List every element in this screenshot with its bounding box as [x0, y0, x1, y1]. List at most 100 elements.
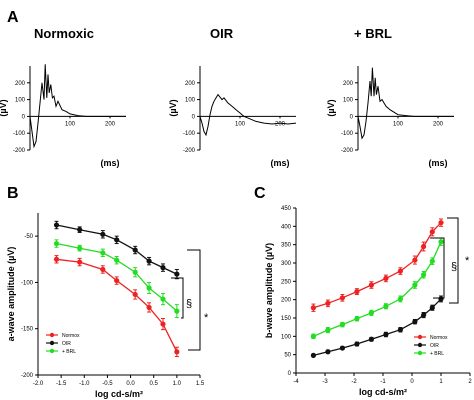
- chart-b-legend-marker-brl: [49, 348, 55, 354]
- chart-c-point-brl: [325, 327, 331, 333]
- chart-c-point-normox: [429, 229, 435, 235]
- trace-x-label-normoxic: (ms): [100, 158, 119, 168]
- chart-c-point-normox: [310, 305, 316, 311]
- chart-c-point-oir: [339, 345, 345, 351]
- chart-c-point-oir: [397, 327, 403, 333]
- chart-c-y-tick-label: 50: [284, 353, 291, 359]
- chart-b-legend-label-brl: + BRL: [62, 349, 76, 355]
- chart-c-y-tick-label: 100: [281, 334, 292, 340]
- trace-title-normoxic: Normoxic: [34, 26, 94, 41]
- chart-b-y-tick-label: -50: [24, 234, 33, 240]
- trace-title-oir: OIR: [210, 26, 234, 41]
- chart-b-point-normox: [174, 349, 180, 355]
- chart-b-x-tick-label: -2.0: [33, 381, 44, 387]
- chart-c-x-tick-label: 1: [439, 379, 443, 385]
- chart-c-x-label: log cd-s/m²: [359, 387, 407, 397]
- chart-c-point-brl: [397, 296, 403, 302]
- chart-b-point-oir: [174, 271, 180, 277]
- chart-c-legend-marker-brl: [417, 350, 423, 356]
- chart-c-y-tick-label: 150: [281, 316, 292, 322]
- chart-b-x-label: log cd-s/m²: [95, 389, 143, 399]
- chart-b-y-tick-label: -150: [21, 327, 34, 333]
- trace-y-tick-label-oir: 0: [192, 114, 196, 120]
- chart-b-point-oir: [146, 258, 152, 264]
- chart-b-point-brl: [77, 245, 83, 251]
- chart-b-point-oir: [77, 227, 83, 233]
- chart-c-legend-marker-oir: [417, 342, 423, 348]
- chart-c-point-oir: [429, 305, 435, 311]
- trace-x-tick-label-normoxic: 100: [65, 121, 76, 127]
- chart-c-point-normox: [421, 243, 427, 250]
- trace-y-tick-label-brl: -100: [341, 131, 354, 137]
- chart-c-x-tick-label: 0: [410, 379, 414, 385]
- chart-c-y-tick-label: 450: [281, 206, 292, 212]
- chart-c-y-tick-label: 200: [281, 298, 292, 304]
- annotation-star-b: *: [204, 312, 209, 324]
- chart-b-point-brl: [132, 269, 138, 275]
- chart-c-point-brl: [383, 303, 389, 309]
- chart-c-line-oir: [313, 298, 442, 357]
- chart-c-point-normox: [438, 220, 444, 226]
- chart-c-y-tick-label: 300: [281, 261, 292, 267]
- chart-c-point-brl: [310, 333, 316, 339]
- chart-b-line-oir: [56, 224, 178, 275]
- chart-c-point-oir: [438, 296, 444, 302]
- chart-c-point-normox: [383, 275, 389, 281]
- chart-b-bracket-section: [171, 277, 184, 319]
- erg-trace-oir: [199, 93, 297, 137]
- chart-c-x-tick-label: -3: [322, 379, 328, 385]
- chart-b-point-normox: [77, 259, 83, 265]
- trace-y-tick-label-normoxic: -100: [13, 131, 26, 137]
- trace-y-tick-label-brl: 0: [350, 114, 354, 120]
- chart-b-x-tick-label: 1.5: [196, 381, 205, 387]
- chart-c-point-normox: [325, 300, 331, 306]
- chart-b-bracket-star: [187, 249, 201, 351]
- chart-c-point-normox: [339, 295, 345, 301]
- chart-c-point-normox: [412, 257, 418, 263]
- chart-c-line-brl: [313, 241, 442, 337]
- chart-b-point-brl: [100, 250, 106, 256]
- chart-c-point-brl: [368, 310, 374, 316]
- chart-b-point-oir: [132, 247, 138, 253]
- chart-c-point-oir: [310, 352, 316, 358]
- annotation-star-c: *: [465, 255, 470, 267]
- chart-b-legend-marker-normox: [49, 332, 55, 338]
- trace-x-tick-label-oir: 100: [235, 121, 246, 127]
- chart-c-point-brl: [429, 258, 435, 264]
- trace-x-label-oir: (ms): [270, 158, 289, 168]
- chart-c-y-tick-label: 250: [281, 279, 292, 285]
- chart-c-point-brl: [354, 316, 360, 322]
- chart-c-legend-label-oir: OIR: [430, 343, 439, 349]
- panel-label-c: C: [254, 185, 266, 202]
- chart-c-point-brl: [412, 282, 418, 288]
- trace-y-tick-label-normoxic: 100: [15, 98, 26, 104]
- chart-b-x-tick-label: 0.5: [150, 381, 159, 387]
- chart-c-point-normox: [368, 282, 374, 288]
- chart-b-point-brl: [174, 308, 180, 314]
- chart-b-point-oir: [114, 237, 120, 243]
- trace-x-label-brl: (ms): [428, 158, 447, 168]
- annotation-section-b: §: [186, 298, 192, 310]
- panel-label-a: A: [7, 9, 19, 26]
- chart-c-y-label: b-wave amplitude (µV): [264, 243, 274, 338]
- trace-x-tick-label-brl: 200: [433, 121, 444, 127]
- trace-x-tick-label-normoxic: 200: [105, 121, 116, 127]
- trace-y-tick-label-oir: -100: [183, 131, 196, 137]
- chart-b-y-tick-label: -100: [21, 280, 34, 286]
- chart-b-point-oir: [100, 231, 106, 237]
- chart-b-y-label: a-wave amplitude (µV): [6, 247, 16, 342]
- trace-title-brl: + BRL: [354, 26, 392, 41]
- chart-c-legend-label-normox: Normox: [430, 335, 448, 341]
- chart-b-x-tick-label: 0.0: [126, 381, 135, 387]
- trace-y-label-brl: (µV): [326, 99, 336, 116]
- trace-y-tick-label-oir: 100: [185, 98, 196, 104]
- chart-b-point-brl: [160, 296, 166, 302]
- chart-c-point-oir: [421, 312, 427, 318]
- erg-trace-brl: [357, 67, 454, 140]
- chart-c-x-tick-label: -4: [293, 379, 299, 385]
- trace-y-tick-label-normoxic: 200: [15, 81, 26, 87]
- chart-b-point-normox: [53, 256, 60, 262]
- chart-b-legend-label-oir: OIR: [62, 341, 71, 347]
- chart-c-x-tick-label: -2: [351, 379, 357, 385]
